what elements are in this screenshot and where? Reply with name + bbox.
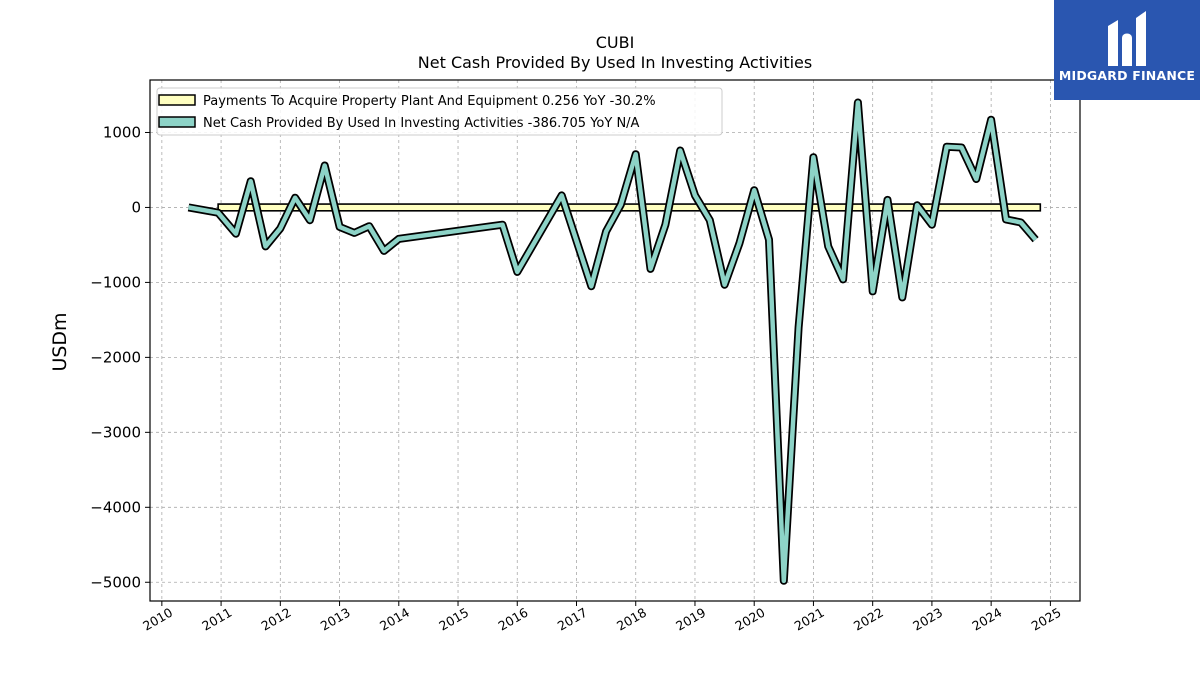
x-tick-label: 2015: [436, 605, 471, 634]
y-tick-label: −3000: [90, 423, 141, 441]
y-tick-label: 0: [131, 198, 141, 216]
grid-lines: [150, 80, 1080, 601]
y-tick-label: −2000: [90, 348, 141, 366]
series-line-1: [188, 100, 1038, 584]
x-tick-label: 2012: [259, 605, 294, 634]
x-tick-label: 2021: [792, 605, 827, 634]
x-tick-label: 2010: [140, 605, 175, 634]
legend-label-1: Net Cash Provided By Used In Investing A…: [203, 116, 640, 131]
x-tick-label: 2024: [969, 605, 1004, 634]
x-tick-label: 2019: [673, 605, 708, 634]
plot-frame: [149, 79, 1081, 602]
y-tick-label: −5000: [90, 573, 141, 591]
y-axis-label: USDm: [49, 312, 71, 371]
chart-subtitle: Net Cash Provided By Used In Investing A…: [418, 53, 812, 72]
chart-title: CUBI: [596, 33, 635, 52]
x-tick-label: 2023: [910, 605, 945, 634]
x-tick-label: 2017: [555, 605, 590, 634]
x-tick-label: 2018: [614, 605, 649, 634]
series-band-0: [217, 203, 1042, 212]
x-tick-label: 2025: [1029, 605, 1064, 634]
x-tick-label: 2013: [318, 605, 353, 634]
y-tick-label: 1000: [103, 123, 141, 141]
y-tick-label: −4000: [90, 498, 141, 516]
x-tick-label: 2022: [851, 605, 886, 634]
legend: Payments To Acquire Property Plant And E…: [156, 87, 723, 136]
series-line-outline-1: [187, 98, 1039, 585]
y-tick-label: −1000: [90, 273, 141, 291]
legend-swatch-0: [158, 94, 196, 106]
legend-box: [156, 87, 723, 136]
x-tick-label: 2016: [495, 605, 530, 634]
midgard-logo-icon: [1108, 11, 1146, 66]
legend-swatch-1: [158, 116, 196, 128]
x-tick-label: 2014: [377, 605, 412, 634]
axis-ticks: 1000 0 −1000 −2000 −3000 −4000 −5000 2010 2011 20…: [90, 123, 1063, 633]
brand-logo: MIDGARD FINANCE: [1054, 0, 1200, 100]
legend-label-0: Payments To Acquire Property Plant And E…: [203, 94, 656, 109]
series-layer: [187, 98, 1042, 585]
x-tick-label: 2020: [732, 605, 767, 634]
x-tick-label: 2011: [199, 605, 234, 634]
brand-name: MIDGARD FINANCE: [1058, 68, 1196, 83]
